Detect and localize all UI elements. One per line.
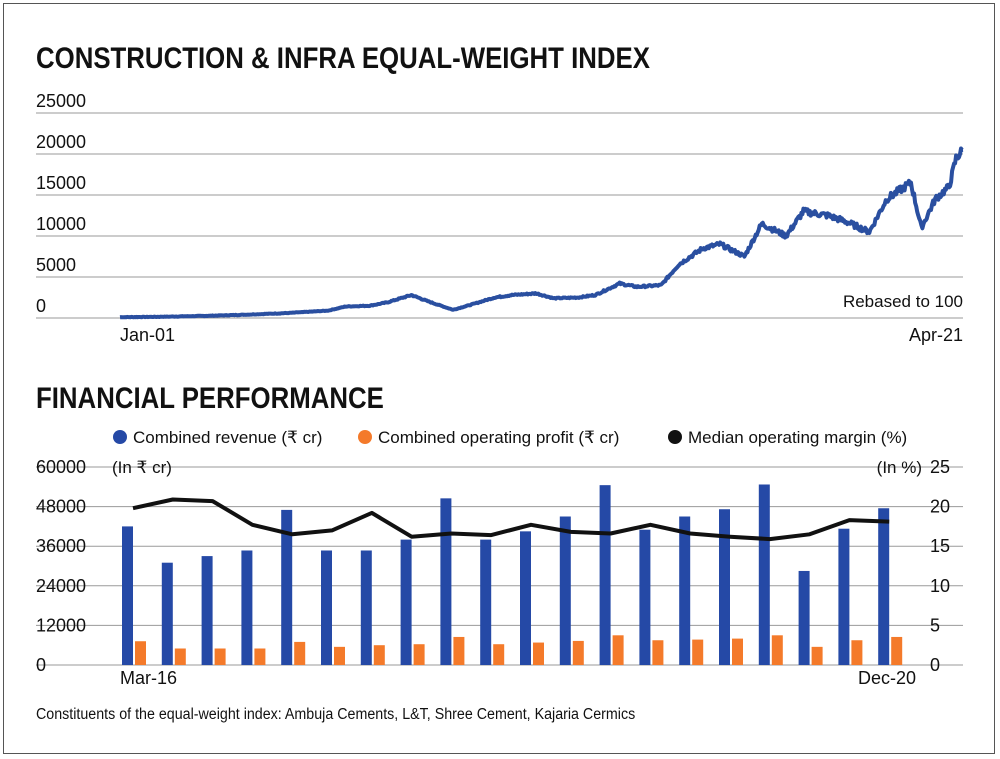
operating-profit-bar (771, 635, 783, 665)
financial-x-label-start: Mar-16 (120, 668, 177, 688)
index-line (119, 146, 964, 320)
revenue-bar (878, 508, 890, 665)
revenue-bar (400, 539, 412, 665)
operating-profit-bar (891, 636, 903, 665)
revenue-bar (838, 528, 850, 665)
financial-chart-title: FINANCIAL PERFORMANCE (36, 382, 384, 415)
index-x-label-end: Apr-21 (909, 325, 963, 345)
financial-bars (122, 484, 903, 665)
operating-profit-bar (811, 646, 823, 665)
margin-series (132, 497, 890, 542)
legend-marker (113, 430, 127, 444)
revenue-bar (559, 516, 571, 665)
operating-profit-bar (254, 648, 266, 665)
index-y-tick-label: 15000 (36, 173, 86, 193)
financial-grid (36, 466, 963, 666)
right-y-tick-label: 0 (930, 655, 940, 675)
revenue-bar (719, 509, 730, 665)
revenue-bar (480, 539, 492, 665)
revenue-bar (520, 531, 531, 665)
index-y-tick-label: 10000 (36, 214, 86, 234)
right-y-tick-label: 5 (930, 615, 940, 635)
operating-profit-bar (692, 639, 704, 665)
revenue-bar (321, 550, 332, 665)
operating-profit-bar (334, 646, 345, 665)
footnote: Constituents of the equal-weight index: … (36, 706, 636, 723)
figure-frame (3, 3, 995, 754)
right-y-tick-label: 20 (930, 497, 950, 517)
index-chart-title: CONSTRUCTION & INFRA EQUAL-WEIGHT INDEX (36, 42, 650, 75)
left-y-tick-label: 60000 (36, 457, 86, 477)
left-y-tick-label: 36000 (36, 536, 86, 556)
revenue-bar (161, 562, 173, 665)
operating-profit-bar (652, 640, 664, 665)
index-series (119, 146, 964, 320)
operating-profit-bar (294, 641, 306, 665)
operating-profit-bar (214, 648, 226, 665)
legend-marker (668, 430, 682, 444)
financial-y-axis-left: 60000 48000 36000 24000 12000 0 (36, 457, 86, 675)
operating-profit-bar (851, 640, 863, 665)
operating-profit-bar (453, 636, 465, 665)
revenue-bar (201, 556, 213, 665)
operating-profit-bar (373, 645, 385, 665)
right-y-tick-label: 10 (930, 576, 950, 596)
operating-profit-bar (493, 644, 505, 665)
index-grid (36, 112, 963, 319)
legend-label: Median operating margin (%) (688, 428, 907, 447)
operating-profit-bar (572, 640, 584, 665)
revenue-bar (639, 529, 651, 665)
index-y-axis: 25000 20000 15000 10000 5000 0 (36, 91, 86, 316)
index-y-tick-label: 20000 (36, 132, 86, 152)
index-y-tick-label: 5000 (36, 255, 76, 275)
operating-profit-bar (413, 644, 425, 665)
financial-y-axis-right: 25 20 15 10 5 0 (930, 457, 950, 675)
legend-label: Combined revenue (₹ cr) (133, 428, 322, 447)
index-x-label-start: Jan-01 (120, 325, 175, 345)
legend-label: Combined operating profit (₹ cr) (378, 428, 619, 447)
operating-profit-bar (612, 635, 624, 665)
left-axis-unit-label: (In ₹ cr) (112, 458, 172, 477)
operating-profit-bar (174, 648, 186, 665)
legend-marker (358, 430, 372, 444)
revenue-bar (122, 526, 133, 665)
operating-profit-bar (533, 642, 544, 665)
financial-x-label-end: Dec-20 (858, 668, 916, 688)
revenue-bar (281, 509, 293, 665)
revenue-bar (440, 498, 452, 665)
index-y-tick-label: 25000 (36, 91, 86, 111)
index-annotation: Rebased to 100 (843, 292, 963, 311)
left-y-tick-label: 0 (36, 655, 46, 675)
revenue-bar (599, 485, 611, 665)
financial-legend: Combined revenue (₹ cr) Combined operatin… (113, 428, 907, 447)
margin-line (132, 497, 890, 542)
revenue-bar (679, 516, 691, 665)
left-y-tick-label: 24000 (36, 576, 86, 596)
revenue-bar (758, 484, 770, 665)
revenue-bar (241, 550, 253, 665)
operating-profit-bar (732, 638, 743, 665)
revenue-bar (798, 570, 810, 665)
right-axis-unit-label: (In %) (877, 458, 922, 477)
index-y-tick-label: 0 (36, 296, 46, 316)
left-y-tick-label: 12000 (36, 615, 86, 635)
right-y-tick-label: 25 (930, 457, 950, 477)
right-y-tick-label: 15 (930, 536, 950, 556)
left-y-tick-label: 48000 (36, 497, 86, 517)
revenue-bar (360, 550, 372, 665)
operating-profit-bar (135, 641, 146, 665)
